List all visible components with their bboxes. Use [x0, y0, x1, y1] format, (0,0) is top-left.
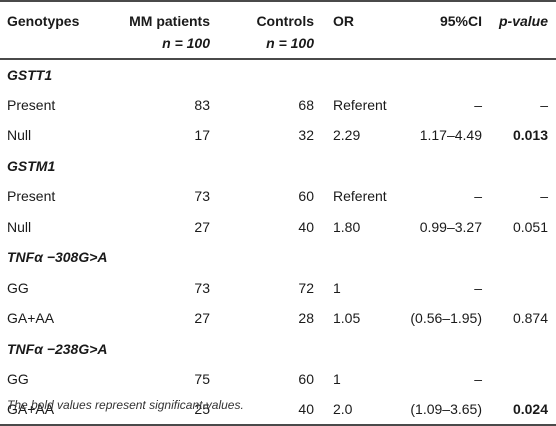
cell-ci: (0.56–1.95): [410, 310, 482, 327]
footnote: The bold values represent significant va…: [7, 398, 244, 412]
cell-mm-patients: 73: [194, 279, 210, 296]
header-genotypes: Genotypes: [0, 0, 108, 60]
cell-or: 1: [333, 279, 341, 296]
section-row: GSTM1: [0, 151, 556, 182]
cell-mm-patients: 27: [194, 310, 210, 327]
table-row: GG 75 60 1 –: [0, 364, 556, 395]
cell-genotype: GG: [7, 371, 29, 388]
cell-mm-patients: 25: [108, 394, 218, 426]
header-mm-patients: MM patients n = 100: [108, 0, 218, 60]
header-mm-label: MM patients: [129, 13, 210, 29]
section-label: TNFα −308G>A: [7, 249, 108, 266]
cell-genotype: GA+AA: [0, 394, 108, 426]
cell-mm-patients: 83: [194, 96, 210, 113]
section-row: TNFα −308G>A: [0, 242, 556, 273]
header-ci: 95%CI: [398, 0, 490, 60]
cell-genotype: GA+AA: [7, 310, 55, 327]
cell-pvalue: –: [540, 188, 548, 205]
cell-ci: 0.99–3.27: [419, 218, 482, 235]
table-row: Null 27 40 1.80 0.99–3.27 0.051: [0, 212, 556, 243]
cell-genotype: Present: [7, 188, 56, 205]
cell-mm-patients: 73: [194, 188, 210, 205]
cell-or: 1.80: [333, 218, 361, 235]
cell-controls: 60: [298, 371, 314, 388]
cell-controls: 32: [298, 127, 314, 144]
cell-or: 2.0: [320, 394, 398, 426]
cell-ci: (1.09–3.65): [398, 394, 490, 426]
cell-controls: 40: [218, 394, 320, 426]
section-label: TNFα −238G>A: [7, 340, 108, 357]
header-controls-label: Controls: [256, 13, 314, 29]
header-mm-n: n = 100: [162, 35, 210, 51]
section-row: GSTT1: [0, 59, 556, 90]
cell-genotype: Present: [7, 96, 56, 113]
cell-pvalue: 0.013: [512, 127, 548, 144]
header-or: OR: [320, 0, 398, 60]
cell-controls: 72: [298, 279, 314, 296]
table-row: GA+AA 27 28 1.05 (0.56–1.95) 0.874: [0, 303, 556, 334]
cell-or: Referent: [333, 188, 387, 205]
cell-or: 2.29: [333, 127, 361, 144]
section-label: GSTT1: [7, 66, 53, 83]
cell-controls: 40: [298, 218, 314, 235]
cell-mm-patients: 17: [194, 127, 210, 144]
cell-genotype: Null: [7, 127, 32, 144]
cell-controls: 28: [298, 310, 314, 327]
cell-controls: 68: [298, 96, 314, 113]
cell-ci: –: [474, 96, 482, 113]
cell-ci: 1.17–4.49: [419, 127, 482, 144]
cell-pvalue: –: [540, 96, 548, 113]
cell-or: 1.05: [333, 310, 361, 327]
cell-pvalue: 0.024: [490, 394, 556, 426]
table-body: GSTT1 Present 83 68 Referent – – Null 17 32 2.29 1.…: [0, 59, 556, 426]
header-controls-n: n = 100: [266, 35, 314, 51]
cell-or: Referent: [333, 96, 387, 113]
table-row: Present 73 60 Referent – –: [0, 181, 556, 212]
table-header: Genotypes MM patients n = 100 Controls n…: [0, 0, 556, 60]
cell-mm-patients: 75: [194, 371, 210, 388]
section-label: GSTM1: [7, 157, 56, 174]
cell-ci: –: [474, 279, 482, 296]
cell-or: 1: [333, 371, 341, 388]
cell-pvalue: 0.051: [512, 218, 548, 235]
cell-ci: –: [474, 188, 482, 205]
header-pvalue: p-value: [490, 0, 556, 60]
table-row: Present 83 68 Referent – –: [0, 90, 556, 121]
table-row: GA+AA 25 40 2.0 (1.09–3.65) 0.024: [0, 394, 556, 426]
cell-genotype: Null: [7, 218, 32, 235]
table-row: GG 73 72 1 –: [0, 273, 556, 304]
cell-mm-patients: 27: [194, 218, 210, 235]
cell-genotype: GG: [7, 279, 29, 296]
cell-pvalue: 0.874: [512, 310, 548, 327]
cell-pvalue: [490, 364, 556, 395]
table-row: Null 17 32 2.29 1.17–4.49 0.013: [0, 120, 556, 151]
cell-pvalue: [490, 273, 556, 304]
header-controls: Controls n = 100: [218, 0, 320, 60]
section-row: TNFα −238G>A: [0, 334, 556, 365]
cell-controls: 60: [298, 188, 314, 205]
cell-ci: –: [474, 371, 482, 388]
header-row: Genotypes MM patients n = 100 Controls n…: [0, 0, 556, 60]
